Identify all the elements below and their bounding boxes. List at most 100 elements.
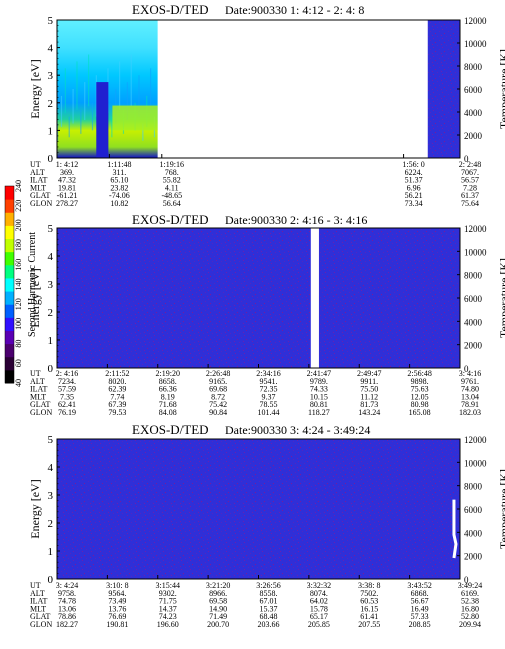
- colorbar-swatch: [5, 369, 14, 384]
- ephemeris-value: 3:10: 8: [106, 581, 128, 590]
- y-tick-label: 4: [48, 43, 54, 55]
- y2-tick-label: 0: [464, 364, 469, 374]
- ephemeris-value: 15.37: [260, 604, 278, 613]
- colorbar-swatch: [5, 317, 14, 331]
- ephemeris-value: 8020.: [108, 377, 126, 386]
- ephemeris-value: -74.06: [109, 191, 130, 200]
- ephemeris-value: 9165.: [209, 377, 227, 386]
- ephemeris-value: 74.33: [310, 385, 328, 394]
- panel-3: EXOS-D/TED Date:900330 3: 4:24 - 3:49:24 0…: [28, 422, 505, 629]
- ephemeris-value: 62.41: [58, 400, 76, 409]
- y2-tick-label: 0: [464, 575, 469, 585]
- ephemeris-value: 203.66: [258, 620, 280, 629]
- y2-tick-label: 8000: [464, 271, 483, 281]
- ephemeris-label: GLON: [30, 408, 52, 417]
- active-streak: [126, 82, 128, 121]
- colorbar-tick-label: 240: [14, 180, 23, 192]
- ephemeris-value: 207.55: [358, 620, 380, 629]
- ephemeris-value: 71.68: [159, 400, 177, 409]
- ephemeris-value: 75.50: [360, 385, 378, 394]
- colorbar-tick-label: 180: [14, 239, 23, 251]
- ephemeris-value: 369.: [60, 168, 74, 177]
- ephemeris-value: 3: 4:16: [459, 369, 481, 378]
- ephemeris-value: 9898.: [411, 377, 429, 386]
- colorbar-swatch: [5, 304, 14, 318]
- y-tick-label: 3: [48, 70, 54, 82]
- colorbar-swatch: [5, 277, 14, 292]
- ephemeris-value: 165.08: [409, 408, 431, 417]
- ephemeris-value: 73.49: [108, 597, 126, 606]
- ephemeris-value: 10.82: [110, 199, 128, 208]
- ephemeris-value: 1: 4:12: [56, 160, 78, 169]
- y2-tick-label: 6000: [464, 505, 483, 515]
- ephemeris-value: 1:11:48: [107, 160, 131, 169]
- active-streak: [111, 116, 113, 138]
- ephemeris-label: ILAT: [30, 597, 47, 606]
- active-streak: [57, 123, 59, 141]
- ephemeris-value: 8658.: [159, 377, 177, 386]
- active-streak: [138, 75, 140, 117]
- colorbar-swatch: [5, 330, 14, 345]
- ephemeris-value: 67.39: [108, 400, 126, 409]
- active-streak: [88, 54, 90, 107]
- colorbar-tick-label: 220: [14, 200, 23, 212]
- ephemeris-value: 75.64: [461, 199, 479, 208]
- ephemeris-value: 56.21: [405, 191, 423, 200]
- colorbar-swatch: [5, 251, 14, 266]
- ephemeris-value: 8074.: [310, 589, 328, 598]
- ephemeris-value: 57.59: [58, 385, 76, 394]
- ephemeris-value: 7067.: [461, 168, 479, 177]
- y2-axis-label: Temperature [K]: [497, 469, 505, 549]
- ephemeris-value: 16.15: [360, 604, 378, 613]
- ephemeris-label: UT: [30, 369, 41, 378]
- ephemeris-value: 75.42: [209, 400, 227, 409]
- temperature-trace: [452, 499, 458, 559]
- colorbar-tick-label: 40: [14, 379, 23, 387]
- ephemeris-label: ALT: [30, 168, 45, 177]
- y-tick-label: 0: [48, 574, 54, 586]
- panel-title: EXOS-D/TED: [132, 422, 209, 437]
- ephemeris-value: 6868.: [411, 589, 429, 598]
- ephemeris-value: 10.15: [310, 392, 328, 401]
- y2-tick-label: 4000: [464, 528, 483, 538]
- ephemeris-value: 8.19: [161, 392, 175, 401]
- ephemeris-value: 61.37: [461, 191, 479, 200]
- ephemeris-value: 3:21:20: [206, 581, 230, 590]
- ephemeris-value: 7234.: [58, 377, 76, 386]
- ephemeris-value: 57.33: [411, 612, 429, 621]
- ephemeris-value: 64.02: [310, 597, 328, 606]
- ephemeris-value: 13.76: [108, 604, 126, 613]
- ephemeris-value: 9564.: [108, 589, 126, 598]
- ephemeris-value: 190.81: [106, 620, 128, 629]
- ephemeris-value: 65.10: [110, 176, 128, 185]
- y-tick-label: 1: [48, 546, 54, 558]
- ephemeris-label: ILAT: [30, 385, 47, 394]
- y-axis-label: Energy [eV]: [28, 59, 42, 118]
- ephemeris-value: 9789.: [310, 377, 328, 386]
- y2-tick-label: 4000: [464, 108, 483, 118]
- active-streak: [72, 89, 74, 124]
- y-tick-label: 1: [48, 335, 54, 347]
- active-lowband: [112, 105, 158, 131]
- ephemeris-value: 68.48: [260, 612, 278, 621]
- ephemeris-value: 76.19: [58, 408, 76, 417]
- nodata-gap: [157, 20, 428, 158]
- ephemeris-value: 56.57: [461, 176, 479, 185]
- colorbar-swatch: [5, 199, 14, 213]
- ephemeris-value: 71.75: [159, 597, 177, 606]
- ephemeris-value: 14.37: [159, 604, 177, 613]
- ephemeris-value: 14.90: [209, 604, 227, 613]
- ephemeris-value: 90.84: [209, 408, 227, 417]
- ephemeris-label: ILAT: [30, 176, 47, 185]
- ephemeris-value: 60.53: [360, 597, 378, 606]
- y-tick-label: 2: [48, 307, 54, 319]
- ephemeris-value: 768.: [165, 168, 179, 177]
- colorbar-label: Second Harmonic Current: [27, 232, 38, 337]
- ephemeris-value: 205.85: [308, 620, 330, 629]
- ephemeris-value: 56.64: [163, 199, 181, 208]
- active-streak: [84, 82, 86, 121]
- y-tick-label: 4: [48, 251, 54, 263]
